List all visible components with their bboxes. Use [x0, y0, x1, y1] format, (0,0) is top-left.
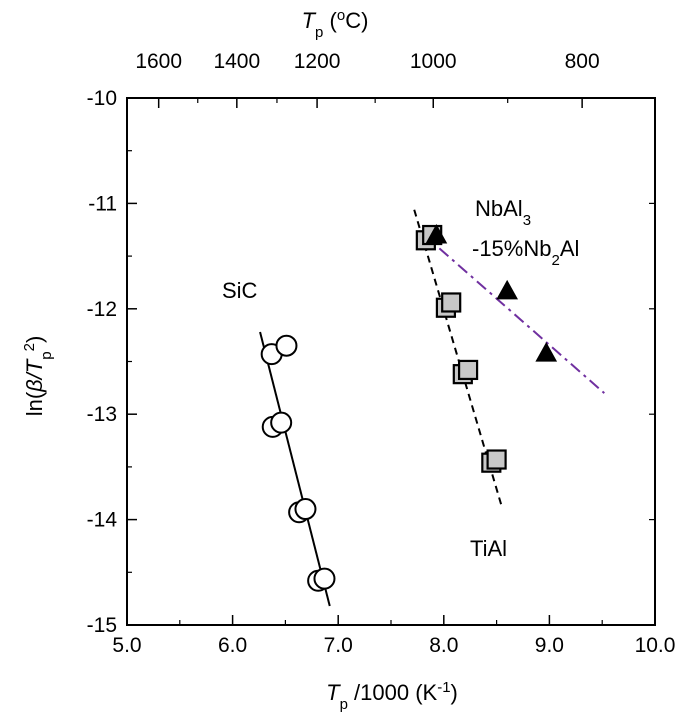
x-axis-title: Tp /1000 (K-1) [326, 679, 458, 713]
top-tick-label: 1200 [294, 50, 341, 73]
top-tick-label: 800 [565, 50, 600, 73]
annotation-sic: SiC [222, 278, 258, 303]
y-axis-title: ln(β/Tp2) [21, 336, 55, 417]
x-tick-label: 6.0 [218, 634, 247, 657]
tial-point [441, 292, 462, 313]
x-tick-label: 10.0 [635, 634, 676, 657]
sic-point [275, 334, 298, 357]
tial-point [486, 449, 507, 470]
annotation-15nb2al: -15%Nb2Al [472, 236, 579, 269]
x-tick-label: 5.0 [112, 634, 141, 657]
tial-point [457, 359, 479, 381]
top-tick-label: 1600 [135, 50, 182, 73]
top-tick-label: 1000 [410, 50, 457, 73]
y-tick-label: -14 [87, 509, 118, 532]
sic-point [270, 411, 293, 434]
y-tick-label: -10 [87, 87, 117, 110]
sic-point [294, 498, 317, 521]
annotation-tial: TiAl [470, 536, 507, 561]
axis-ticks [126, 97, 656, 626]
y-tick-label: -12 [87, 298, 117, 321]
fit-lines [259, 209, 605, 607]
plot-frame [126, 97, 656, 626]
nbal3-point [425, 223, 448, 244]
fit-line-nbal3-15-nb2al [419, 231, 605, 394]
top-axis-title: Tp (oC) [302, 7, 369, 41]
x-tick-label: 9.0 [535, 634, 564, 657]
y-tick-label: -11 [88, 192, 117, 215]
nbal3-point [496, 279, 519, 300]
y-tick-label: -13 [87, 403, 117, 426]
y-tick-label: -15 [87, 614, 117, 637]
tick-labels: 5.0 6.0 7.0 8.0 9.0 10.0 -10 -11 -12 -13 -14 -15 160… [87, 50, 676, 657]
fit-line-sic [259, 331, 331, 607]
x-tick-label: 7.0 [324, 634, 353, 657]
data-markers [260, 223, 558, 592]
nbal3-point [535, 342, 558, 362]
top-tick-label: 1400 [213, 50, 260, 73]
x-tick-label: 8.0 [429, 634, 458, 657]
annotation-nbal3: NbAl3 [475, 196, 531, 229]
sic-point [313, 567, 336, 590]
